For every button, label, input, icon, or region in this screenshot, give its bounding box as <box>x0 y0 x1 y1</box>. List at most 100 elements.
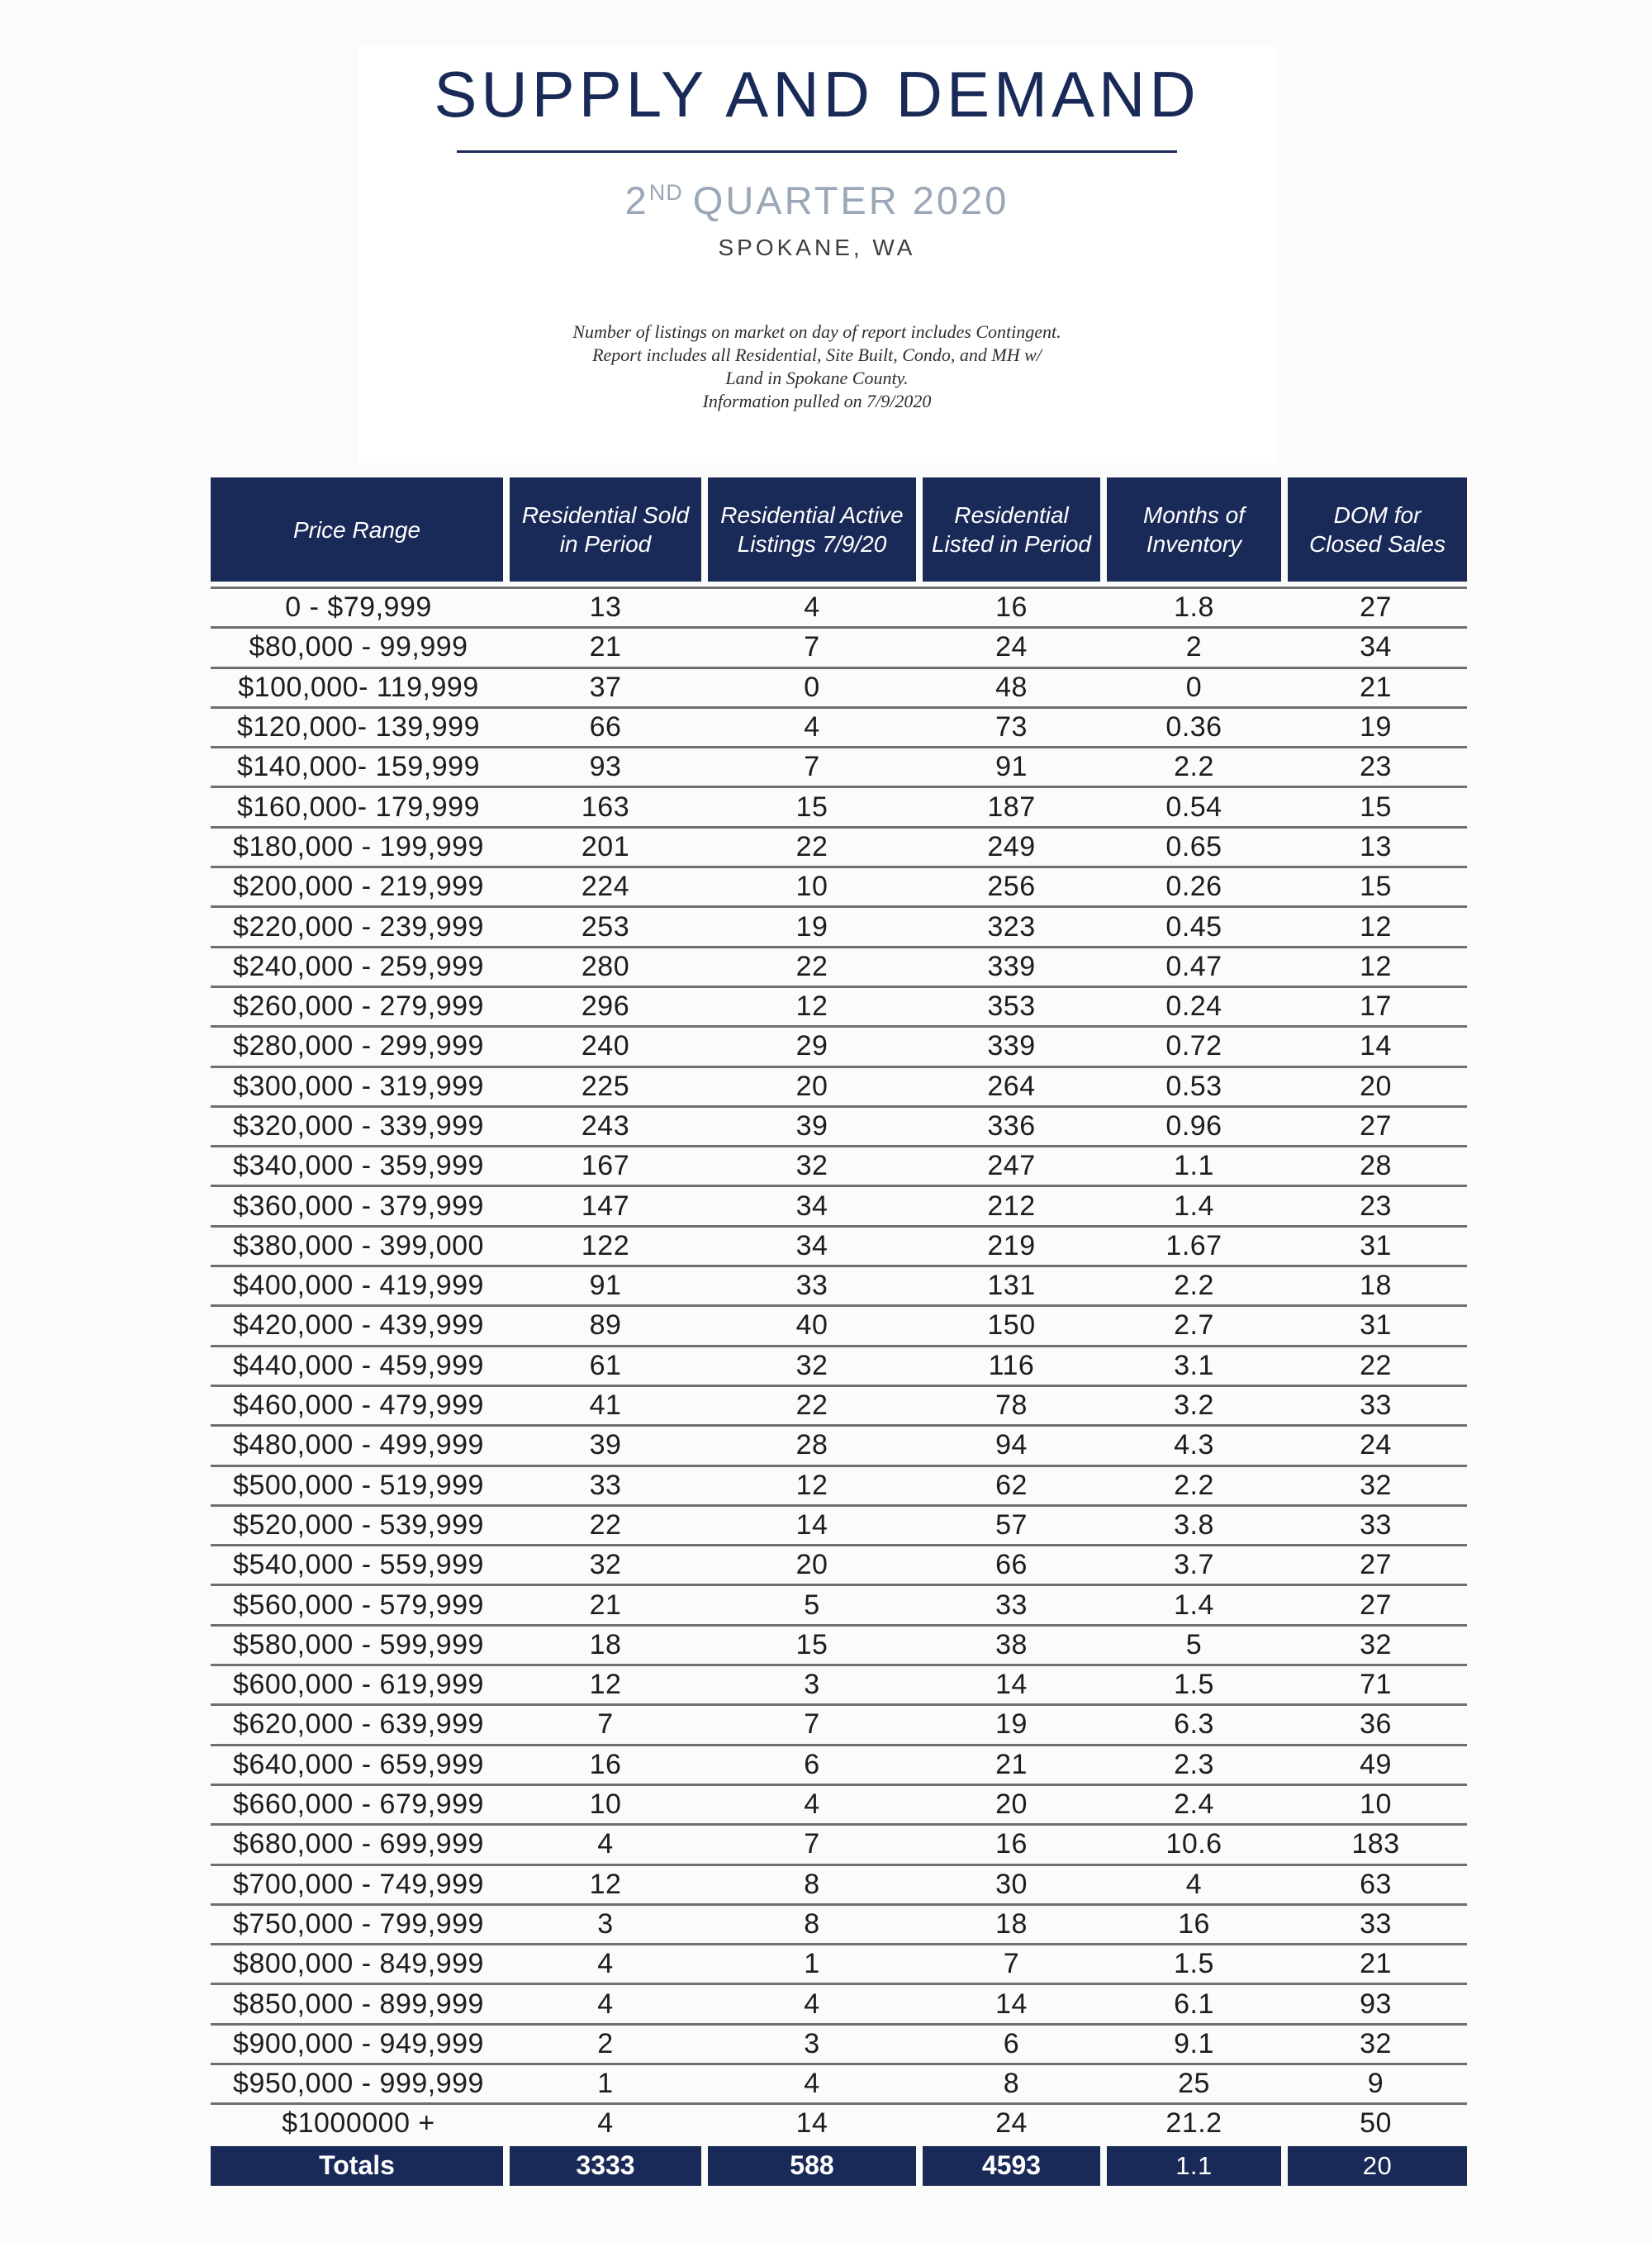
value-cell: 22 <box>1360 1349 1392 1381</box>
value-cell: 50 <box>1360 2107 1392 2140</box>
value-cell: 19 <box>1360 711 1392 743</box>
value-cell: 212 <box>987 1190 1036 1222</box>
price-range-cell: $750,000 - 799,999 <box>233 1907 484 1940</box>
value-cell: 1.8 <box>1174 591 1214 624</box>
value-cell: 7 <box>804 1708 820 1741</box>
totals-row: Totals 3333 588 4593 1.1 20 <box>211 2145 1467 2186</box>
table-row: 0 - $79,999 13 4 16 1.8 27 <box>211 587 1467 626</box>
value-cell: 18 <box>995 1907 1028 1940</box>
value-cell: 20 <box>795 1070 828 1102</box>
value-cell: 253 <box>581 910 630 943</box>
supply-demand-table: Price Range Residential Sold in Period Res… <box>211 477 1467 2186</box>
column-header: Residential Sold in Period <box>506 477 705 582</box>
value-cell: 339 <box>987 950 1036 982</box>
table-row: $460,000 - 479,999 41 22 78 3.2 33 <box>211 1384 1467 1424</box>
price-range-cell: $600,000 - 619,999 <box>233 1669 484 1701</box>
value-cell: 8 <box>804 1907 820 1940</box>
table-row: $700,000 - 749,999 12 8 30 4 63 <box>211 1863 1467 1903</box>
value-cell: 12 <box>589 1669 622 1701</box>
price-range-cell: $160,000- 179,999 <box>237 791 480 823</box>
value-cell: 24 <box>1360 1429 1392 1461</box>
table-row: $260,000 - 279,999 296 12 353 0.24 17 <box>211 985 1467 1025</box>
table-row: $620,000 - 639,999 7 7 19 6.3 36 <box>211 1703 1467 1743</box>
value-cell: 4 <box>597 1828 614 1860</box>
value-cell: 94 <box>995 1429 1028 1461</box>
value-cell: 16 <box>589 1748 622 1780</box>
value-cell: 323 <box>987 910 1036 943</box>
value-cell: 7 <box>804 751 820 783</box>
value-cell: 22 <box>795 950 828 982</box>
price-range-cell: $660,000 - 679,999 <box>233 1788 484 1821</box>
value-cell: 36 <box>1360 1708 1392 1741</box>
value-cell: 3 <box>804 2027 820 2059</box>
table-row: $120,000- 139,999 66 4 73 0.36 19 <box>211 705 1467 746</box>
value-cell: 0.54 <box>1165 791 1222 823</box>
title-underline <box>457 150 1177 153</box>
table-row: $420,000 - 439,999 89 40 150 2.7 31 <box>211 1304 1467 1344</box>
value-cell: 61 <box>589 1349 622 1381</box>
table-row: $240,000 - 259,999 280 22 339 0.47 12 <box>211 945 1467 986</box>
price-range-cell: $700,000 - 749,999 <box>233 1868 484 1900</box>
value-cell: 3.7 <box>1174 1549 1214 1581</box>
value-cell: 22 <box>589 1508 622 1541</box>
price-range-cell: $480,000 - 499,999 <box>233 1429 484 1461</box>
value-cell: 167 <box>581 1150 630 1182</box>
value-cell: 12 <box>1360 950 1392 982</box>
value-cell: 48 <box>995 671 1028 703</box>
value-cell: 2.2 <box>1174 751 1214 783</box>
value-cell: 16 <box>995 1828 1028 1860</box>
price-range-cell: $240,000 - 259,999 <box>233 950 484 982</box>
value-cell: 131 <box>987 1270 1036 1302</box>
value-cell: 122 <box>581 1229 630 1261</box>
report-note-line: Number of listings on market on day of r… <box>572 321 1061 342</box>
table-row: $950,000 - 999,999 1 4 8 25 9 <box>211 2062 1467 2102</box>
value-cell: 247 <box>987 1150 1036 1182</box>
value-cell: 147 <box>581 1190 630 1222</box>
value-cell: 33 <box>589 1469 622 1501</box>
value-cell: 38 <box>995 1628 1028 1660</box>
value-cell: 0.96 <box>1165 1110 1222 1142</box>
table-row: $800,000 - 849,999 4 1 7 1.5 21 <box>211 1943 1467 1983</box>
price-range-cell: $180,000 - 199,999 <box>233 830 484 862</box>
value-cell: 243 <box>581 1110 630 1142</box>
price-range-cell: $500,000 - 519,999 <box>233 1469 484 1501</box>
value-cell: 37 <box>589 671 622 703</box>
value-cell: 33 <box>1360 1508 1392 1541</box>
value-cell: 15 <box>795 791 828 823</box>
value-cell: 6.1 <box>1174 1988 1214 2020</box>
value-cell: 10 <box>589 1788 622 1821</box>
table-row: $900,000 - 949,999 2 3 6 9.1 32 <box>211 2022 1467 2063</box>
value-cell: 20 <box>795 1549 828 1581</box>
table-row: $560,000 - 579,999 21 5 33 1.4 27 <box>211 1584 1467 1623</box>
value-cell: 240 <box>581 1030 630 1062</box>
table-row: $1000000 + 4 14 24 21.2 50 <box>211 2102 1467 2142</box>
value-cell: 31 <box>1360 1229 1392 1261</box>
table-row: $320,000 - 339,999 243 39 336 0.96 27 <box>211 1104 1467 1145</box>
price-range-cell: $640,000 - 659,999 <box>233 1748 484 1780</box>
value-cell: 296 <box>581 990 630 1023</box>
value-cell: 280 <box>581 950 630 982</box>
table-row: $600,000 - 619,999 12 3 14 1.5 71 <box>211 1664 1467 1703</box>
value-cell: 249 <box>987 830 1036 862</box>
value-cell: 32 <box>1360 2027 1392 2059</box>
price-range-cell: $950,000 - 999,999 <box>233 2068 484 2100</box>
price-range-cell: $340,000 - 359,999 <box>233 1150 484 1182</box>
value-cell: 12 <box>1360 910 1392 943</box>
table-row: $220,000 - 239,999 253 19 323 0.45 12 <box>211 905 1467 945</box>
value-cell: 33 <box>795 1270 828 1302</box>
report-location: SPOKANE, WA <box>718 235 916 260</box>
value-cell: 28 <box>1360 1150 1392 1182</box>
value-cell: 16 <box>995 591 1028 624</box>
price-range-cell: $200,000 - 219,999 <box>233 871 484 903</box>
table-row: $480,000 - 499,999 39 28 94 4.3 24 <box>211 1424 1467 1464</box>
value-cell: 0.26 <box>1165 871 1222 903</box>
value-cell: 24 <box>995 631 1028 663</box>
totals-value: 4593 <box>919 2145 1104 2186</box>
value-cell: 89 <box>589 1309 622 1342</box>
value-cell: 27 <box>1360 591 1392 624</box>
value-cell: 0.45 <box>1165 910 1222 943</box>
report-subtitle: 2ND QUARTER 2020 <box>358 178 1276 223</box>
value-cell: 23 <box>1360 751 1392 783</box>
value-cell: 7 <box>1003 1948 1020 1980</box>
subtitle-quarter-year: QUARTER 2020 <box>692 178 1009 222</box>
